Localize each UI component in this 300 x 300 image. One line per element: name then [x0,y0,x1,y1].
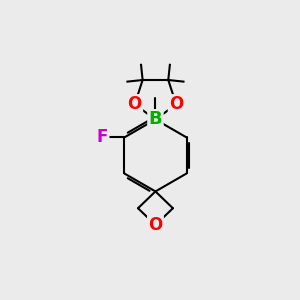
Text: O: O [128,95,142,113]
Text: O: O [169,95,183,113]
Text: B: B [148,110,162,128]
Text: F: F [97,128,108,146]
Text: O: O [148,216,163,234]
